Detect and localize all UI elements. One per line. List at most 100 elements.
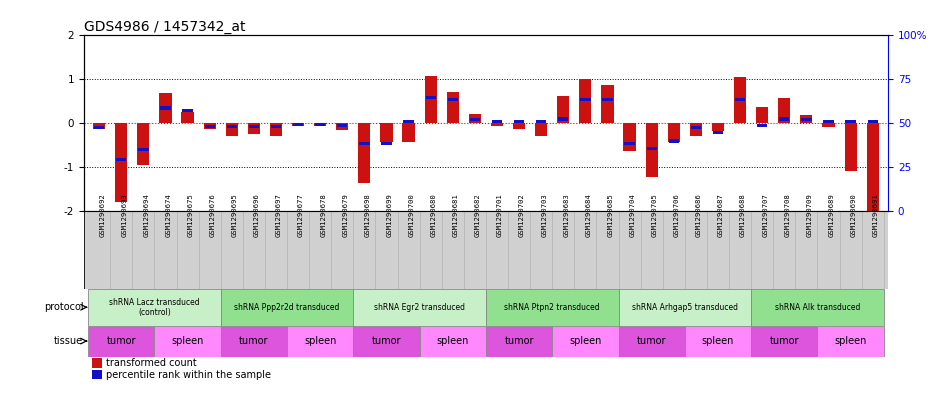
Text: GSM1290696: GSM1290696 [254,193,259,237]
Bar [845,120,856,123]
Text: GSM1290706: GSM1290706 [673,193,680,237]
Bar [94,126,104,129]
Text: GSM1290686: GSM1290686 [696,193,702,237]
Text: GSM1290683: GSM1290683 [564,193,569,237]
Bar [314,123,326,127]
Text: GSM1290701: GSM1290701 [497,193,503,237]
Bar [823,120,833,123]
Text: GSM1290677: GSM1290677 [299,193,304,237]
Bar [425,76,437,123]
Text: transformed count: transformed count [106,358,197,368]
Bar [358,123,370,183]
Bar [227,125,237,128]
Text: GSM1290693: GSM1290693 [121,193,127,237]
Text: GSM1290703: GSM1290703 [541,193,547,237]
Text: GSM1290707: GSM1290707 [763,193,768,237]
Text: shRNA Arhgap5 transduced: shRNA Arhgap5 transduced [631,303,737,312]
Text: tumor: tumor [107,336,136,346]
Bar [558,118,568,121]
Bar [618,289,751,325]
Text: spleen: spleen [569,336,602,346]
Bar [139,148,149,151]
Bar [735,98,745,101]
Text: GSM1290697: GSM1290697 [276,193,282,237]
Bar [618,325,684,356]
Bar [154,325,220,356]
Bar [470,118,480,121]
Bar [552,325,618,356]
Text: protocol: protocol [44,302,84,312]
Bar [426,96,436,99]
Bar [292,123,304,126]
Bar [287,325,353,356]
Bar [868,120,878,123]
Bar [751,289,884,325]
Text: GSM1290690: GSM1290690 [851,193,857,237]
Bar [684,325,751,356]
Bar [419,325,485,356]
Bar [536,120,546,123]
Bar [93,123,105,129]
Text: GSM1290685: GSM1290685 [607,193,614,237]
Bar [271,125,281,128]
Bar [381,142,392,145]
Bar [822,123,834,127]
Text: GSM1290700: GSM1290700 [408,193,415,237]
Bar [380,123,392,142]
Bar [485,289,618,325]
Text: spleen: spleen [702,336,734,346]
Text: GSM1290709: GSM1290709 [806,193,813,237]
Bar [159,94,171,123]
Bar [691,126,701,129]
Text: GSM1290702: GSM1290702 [519,193,525,237]
Bar [247,123,260,134]
Text: GSM1290674: GSM1290674 [166,193,171,237]
Text: GSM1290679: GSM1290679 [342,193,348,237]
Bar [690,123,702,136]
Bar [220,289,353,325]
Text: GSM1290680: GSM1290680 [431,193,437,237]
Text: GSM1290694: GSM1290694 [143,193,150,237]
Text: GSM1290689: GSM1290689 [829,193,834,237]
Text: spleen: spleen [304,336,337,346]
Bar [182,109,193,112]
Bar [337,123,349,130]
Bar [623,123,635,151]
Bar [756,107,768,123]
Bar [181,112,193,123]
Text: tumor: tumor [372,336,401,346]
Bar [603,98,613,101]
Bar [353,325,419,356]
Text: tissue: tissue [54,336,84,346]
Text: GSM1290681: GSM1290681 [453,193,458,237]
Text: GSM1290688: GSM1290688 [740,193,746,237]
Text: percentile rank within the sample: percentile rank within the sample [106,369,272,380]
Bar [817,325,884,356]
Bar [802,118,812,121]
Bar [535,123,547,136]
Bar [469,114,481,123]
Bar [204,123,216,129]
Text: GDS4986 / 1457342_at: GDS4986 / 1457342_at [84,20,246,34]
Text: shRNA Egr2 transduced: shRNA Egr2 transduced [374,303,465,312]
Text: GSM1290695: GSM1290695 [232,193,238,237]
Bar [92,358,102,367]
Bar [446,92,458,123]
Bar [88,289,220,325]
Bar [205,125,215,128]
Bar [668,123,680,142]
Bar [220,325,287,356]
Bar [485,325,552,356]
Bar [513,123,525,129]
Bar [779,118,790,121]
Bar [712,131,724,134]
Bar [270,123,282,136]
Text: GSM1290687: GSM1290687 [718,193,724,237]
Bar [624,142,635,145]
Text: spleen: spleen [834,336,867,346]
Bar [580,98,591,101]
Bar [226,123,238,136]
Bar [315,123,326,126]
Text: GSM1290678: GSM1290678 [320,193,326,237]
Bar [403,123,415,142]
